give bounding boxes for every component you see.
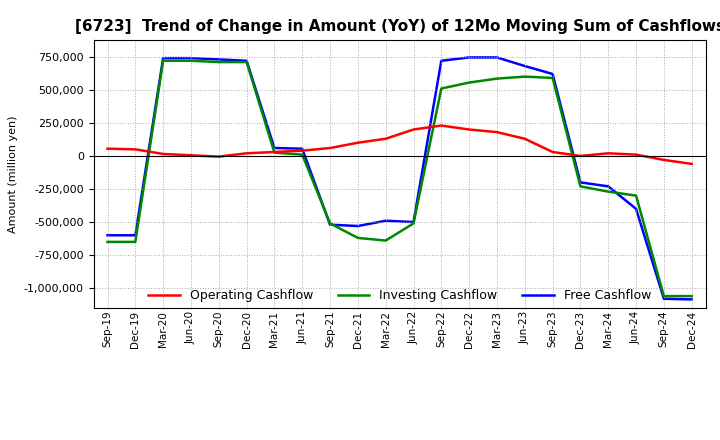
- Operating Cashflow: [103, 146, 112, 151]
- Free Cashflow: [215, 57, 223, 62]
- Title: [6723]  Trend of Change in Amount (YoY) of 12Mo Moving Sum of Cashflows: [6723] Trend of Change in Amount (YoY) o…: [75, 19, 720, 34]
- Investing Cashflow: [215, 59, 223, 65]
- Operating Cashflow: [354, 140, 362, 145]
- Operating Cashflow: [549, 149, 557, 154]
- Operating Cashflow: [270, 149, 279, 154]
- Operating Cashflow: [242, 150, 251, 156]
- Operating Cashflow: [688, 161, 696, 166]
- Free Cashflow: [354, 224, 362, 229]
- Investing Cashflow: [186, 58, 195, 63]
- Investing Cashflow: [325, 221, 334, 226]
- Operating Cashflow: [437, 123, 446, 128]
- Investing Cashflow: [492, 76, 501, 81]
- Investing Cashflow: [382, 238, 390, 243]
- Operating Cashflow: [631, 152, 640, 157]
- Y-axis label: Amount (million yen): Amount (million yen): [9, 115, 18, 233]
- Operating Cashflow: [215, 154, 223, 159]
- Investing Cashflow: [354, 235, 362, 241]
- Free Cashflow: [270, 145, 279, 150]
- Investing Cashflow: [688, 293, 696, 299]
- Free Cashflow: [159, 55, 168, 61]
- Free Cashflow: [631, 206, 640, 212]
- Line: Investing Cashflow: Investing Cashflow: [107, 61, 692, 296]
- Free Cashflow: [437, 58, 446, 63]
- Free Cashflow: [186, 55, 195, 61]
- Investing Cashflow: [409, 221, 418, 226]
- Operating Cashflow: [660, 157, 668, 162]
- Investing Cashflow: [604, 189, 613, 194]
- Free Cashflow: [325, 222, 334, 227]
- Investing Cashflow: [631, 193, 640, 198]
- Free Cashflow: [660, 296, 668, 301]
- Legend: Operating Cashflow, Investing Cashflow, Free Cashflow: Operating Cashflow, Investing Cashflow, …: [143, 284, 656, 307]
- Investing Cashflow: [576, 184, 585, 189]
- Free Cashflow: [549, 71, 557, 77]
- Operating Cashflow: [409, 127, 418, 132]
- Investing Cashflow: [660, 293, 668, 299]
- Operating Cashflow: [521, 136, 529, 141]
- Operating Cashflow: [186, 153, 195, 158]
- Investing Cashflow: [242, 59, 251, 65]
- Line: Operating Cashflow: Operating Cashflow: [107, 125, 692, 164]
- Investing Cashflow: [159, 58, 168, 63]
- Free Cashflow: [465, 55, 474, 60]
- Investing Cashflow: [437, 86, 446, 91]
- Investing Cashflow: [549, 75, 557, 81]
- Line: Free Cashflow: Free Cashflow: [107, 58, 692, 299]
- Investing Cashflow: [298, 152, 307, 157]
- Free Cashflow: [103, 233, 112, 238]
- Free Cashflow: [382, 218, 390, 224]
- Free Cashflow: [492, 55, 501, 60]
- Investing Cashflow: [465, 80, 474, 85]
- Operating Cashflow: [298, 148, 307, 153]
- Operating Cashflow: [325, 145, 334, 150]
- Free Cashflow: [576, 180, 585, 185]
- Operating Cashflow: [465, 127, 474, 132]
- Free Cashflow: [521, 63, 529, 69]
- Operating Cashflow: [159, 151, 168, 157]
- Operating Cashflow: [576, 153, 585, 158]
- Free Cashflow: [604, 184, 613, 189]
- Investing Cashflow: [270, 150, 279, 155]
- Free Cashflow: [298, 146, 307, 151]
- Operating Cashflow: [131, 147, 140, 152]
- Operating Cashflow: [604, 150, 613, 156]
- Free Cashflow: [688, 297, 696, 302]
- Investing Cashflow: [131, 239, 140, 245]
- Investing Cashflow: [521, 74, 529, 79]
- Operating Cashflow: [492, 129, 501, 135]
- Operating Cashflow: [382, 136, 390, 141]
- Free Cashflow: [131, 233, 140, 238]
- Free Cashflow: [242, 58, 251, 63]
- Free Cashflow: [409, 220, 418, 225]
- Investing Cashflow: [103, 239, 112, 245]
